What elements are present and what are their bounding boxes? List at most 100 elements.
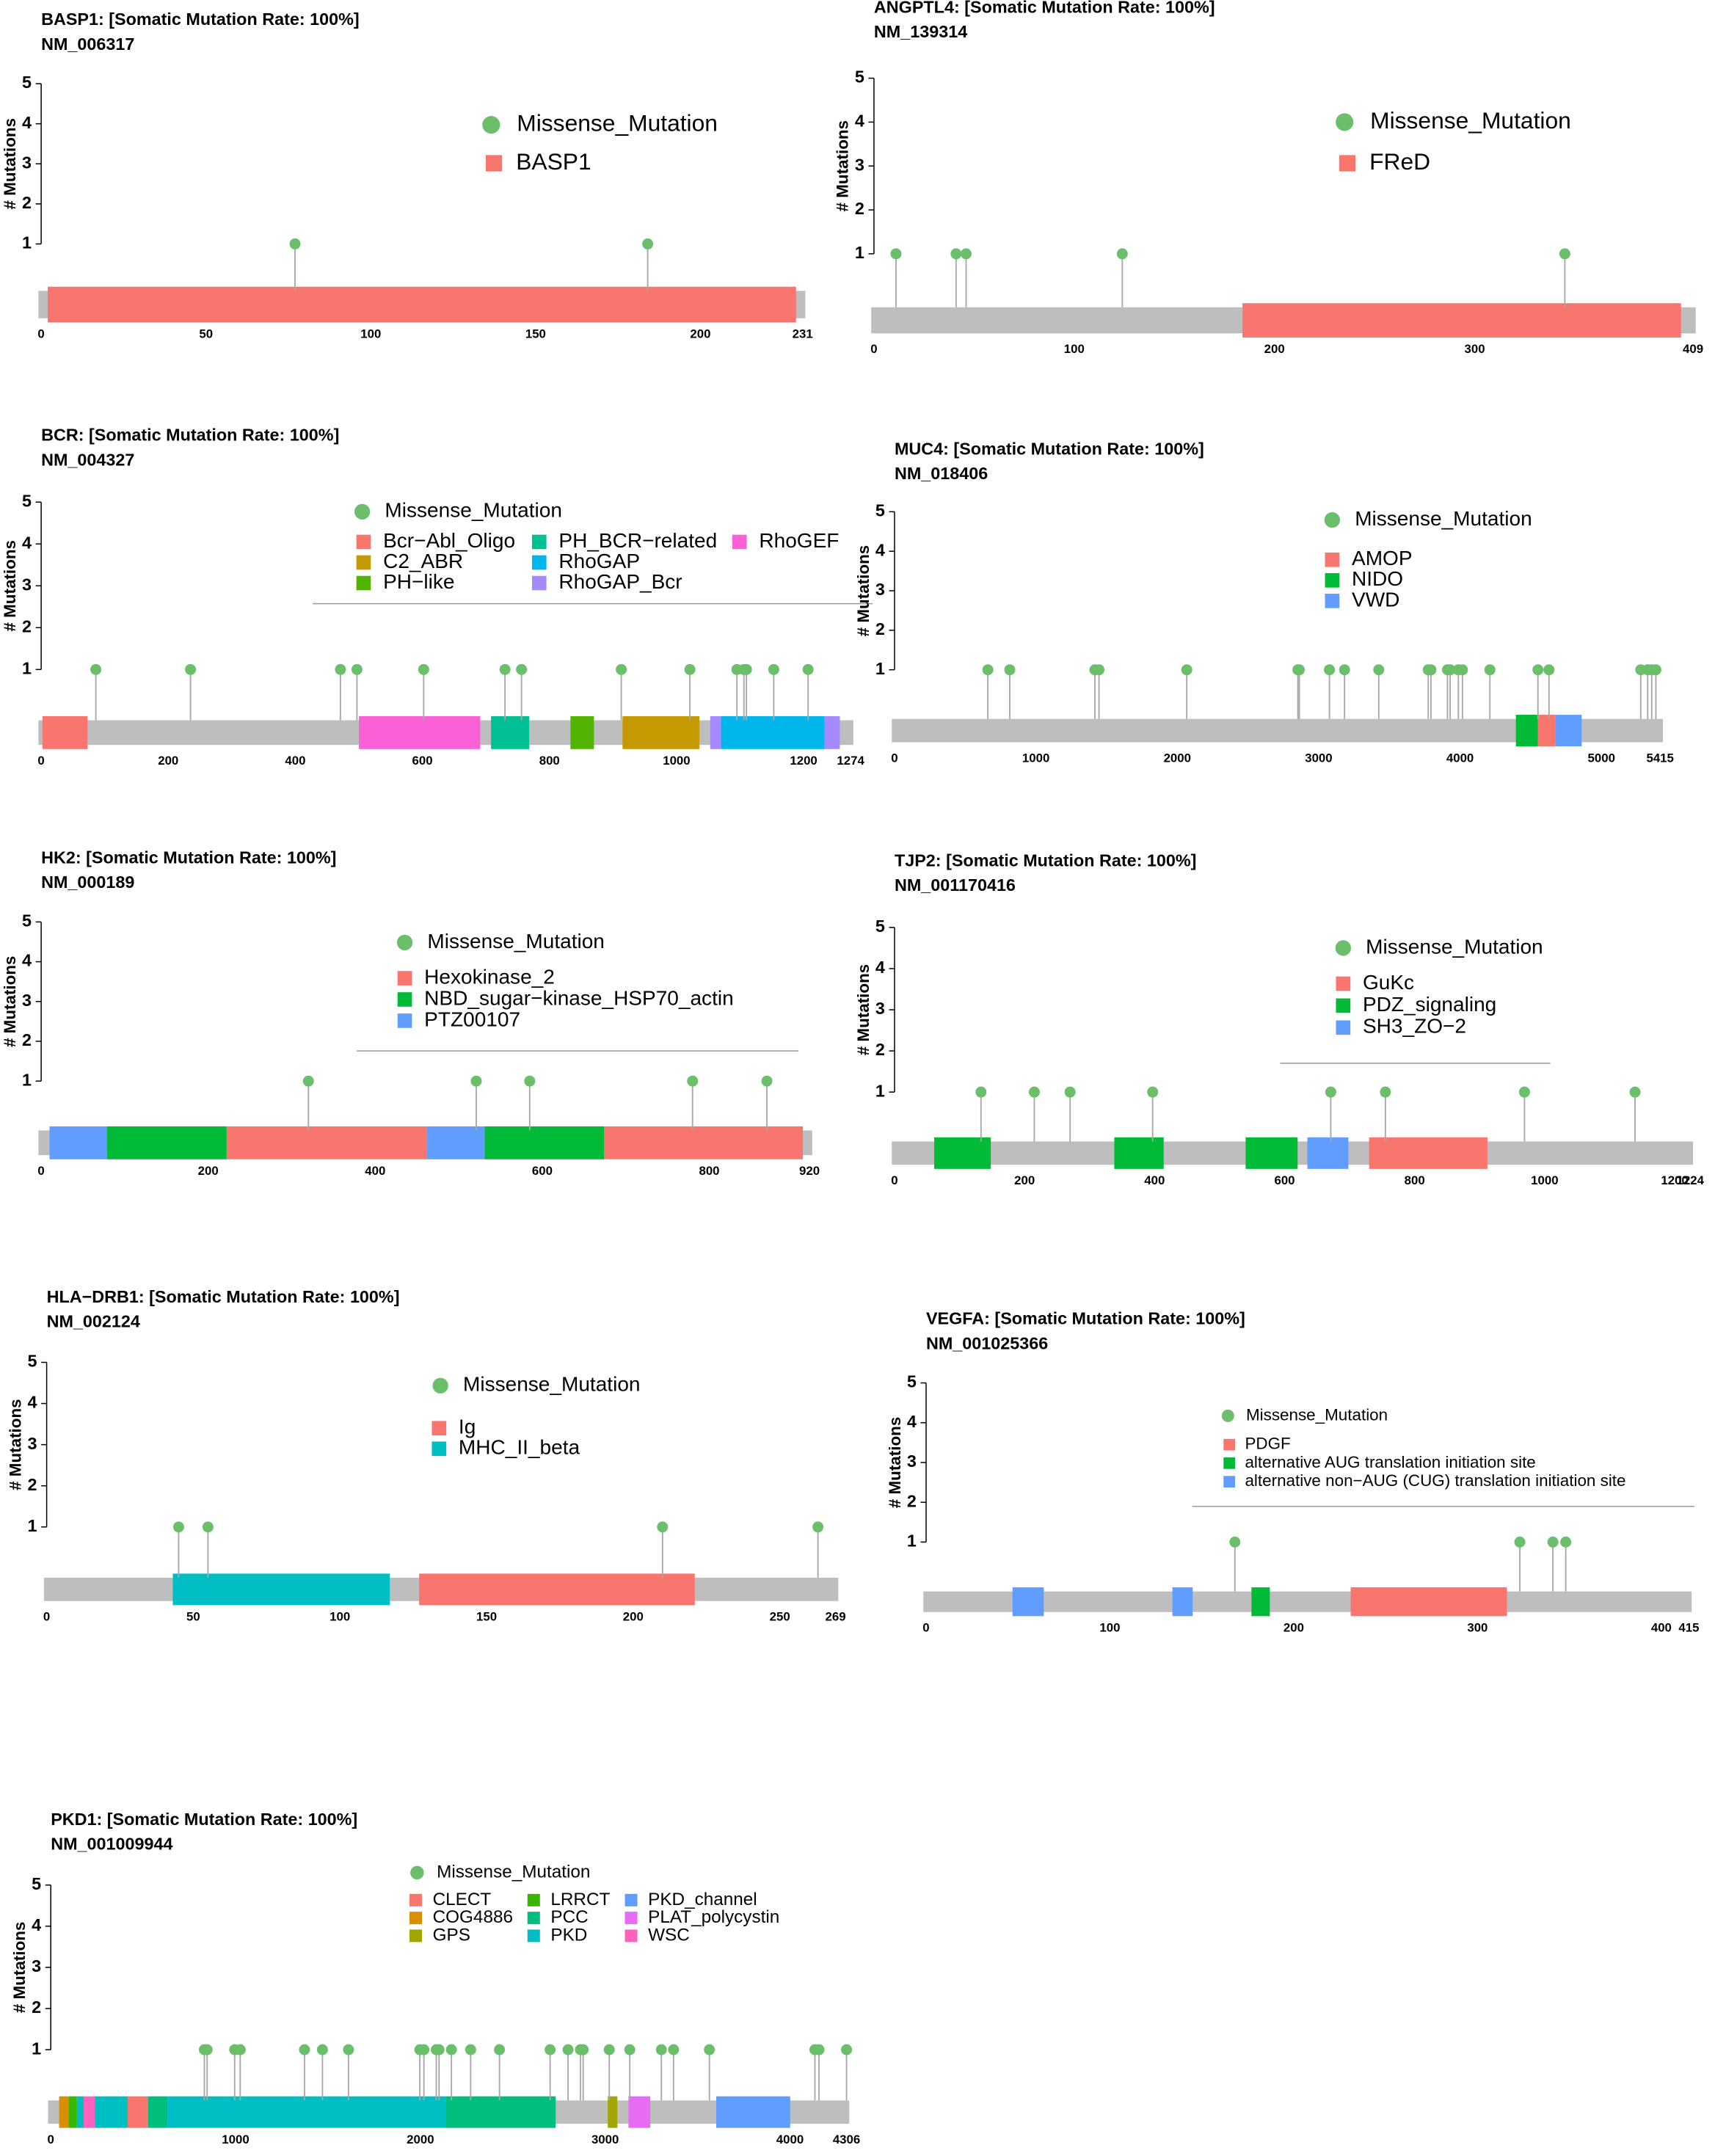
domain [628,2096,651,2128]
panel: BCR: [Somatic Mutation Rate: 100%] NM_004… [1,426,873,768]
legend-swatch [397,992,412,1007]
x-tick-label: 415 [1678,1621,1699,1635]
x-tick-label: 231 [793,327,813,341]
y-tick-label: 3 [875,999,885,1018]
panel-title: HK2: [Somatic Mutation Rate: 100%] [41,848,336,867]
y-axis-label: # Mutations [886,1417,904,1509]
panel-title: MUC4: [Somatic Mutation Rate: 100%] [895,439,1204,458]
legend-swatch [409,1912,423,1925]
panel-subtitle: NM_001025366 [926,1333,1048,1352]
y-tick-label: 1 [875,1081,885,1100]
x-tick-label: 50 [186,1610,200,1624]
legend-label: Missense_Mutation [1355,507,1532,530]
domain [604,1126,803,1159]
domain [1012,1587,1044,1617]
panel-title: BCR: [Somatic Mutation Rate: 100%] [41,426,339,445]
x-tick-label: 3000 [1305,751,1332,765]
legend-swatch [1325,552,1340,567]
y-tick-label: 3 [875,580,885,599]
lollipop-head [657,1521,669,1533]
x-tick-label: 2000 [407,2133,434,2146]
x-tick-label: 0 [891,751,897,765]
x-tick-label: 50 [199,327,213,341]
y-tick-label: 5 [28,1352,37,1371]
x-tick-label: 2000 [1164,751,1191,765]
y-tick-label: 1 [22,233,32,252]
lollipop-head [1064,1086,1076,1098]
domain [426,1126,485,1159]
legend-swatch [485,155,503,172]
lollipop-head [1325,1086,1336,1098]
y-tick-label: 4 [907,1412,917,1431]
legend-label: PDZ_signaling [1363,993,1496,1016]
legend-swatch [1336,976,1351,991]
domain [226,1126,427,1159]
x-tick-label: 600 [532,1164,553,1178]
lollipop-head [578,2044,589,2055]
lollipop-head [813,2044,825,2055]
domain [716,2096,790,2128]
x-tick-label: 800 [699,1164,719,1178]
panel: HLA−DRB1: [Somatic Mutation Rate: 100%] N… [6,1287,845,1624]
lollipop-head [445,2044,457,2055]
y-tick-label: 2 [875,619,885,638]
panel-subtitle: NM_004327 [41,450,134,469]
x-tick-label: 1000 [222,2133,249,2146]
x-tick-label: 200 [690,327,710,341]
y-tick-label: 2 [855,199,864,218]
y-axis-label: # Mutations [6,1399,24,1490]
legend-swatch [1223,1476,1236,1487]
legend-label: RhoGAP [558,550,640,572]
legend-swatch [1223,1438,1236,1451]
y-axis-label: # Mutations [1,540,19,632]
y-axis-label: # Mutations [854,545,873,637]
lollipop-head [335,663,346,675]
lollipop-head [1294,664,1306,676]
legend-swatch [432,1421,447,1436]
legend-swatch [732,534,747,550]
panel-title: PKD1: [Somatic Mutation Rate: 100%] [51,1810,357,1829]
x-tick-label: 269 [826,1610,846,1624]
x-tick-label: 400 [365,1164,385,1178]
legend-dot [1221,1409,1234,1422]
legend-swatch [356,575,371,591]
legend-dot [1335,940,1351,956]
y-tick-label: 5 [22,911,32,930]
lollipop-head [668,2044,680,2055]
x-tick-label: 250 [770,1610,790,1624]
y-tick-label: 3 [28,1434,37,1453]
x-tick-label: 0 [922,1621,929,1635]
domain [107,1126,227,1159]
panel: ANGPTL4: [Somatic Mutation Rate: 100%] NM… [834,0,1703,356]
x-tick-label: 0 [43,1610,50,1624]
legend-label: Missense_Mutation [517,110,718,136]
domain [84,2096,95,2128]
x-tick-label: 200 [1283,1621,1304,1635]
x-tick-label: 150 [476,1610,497,1624]
legend-swatch [531,555,547,570]
panel: MUC4: [Somatic Mutation Rate: 100%] NM_01… [854,439,1674,765]
domain [127,2096,148,2128]
legend-label: LRRCT [550,1890,610,1909]
panel-subtitle: NM_018406 [895,464,988,483]
domain [721,715,825,749]
x-tick-label: 300 [1465,342,1485,356]
domain [824,715,840,749]
domain [608,2096,618,2128]
lollipop-head [975,1086,987,1098]
x-tick-label: 4000 [1446,751,1474,765]
lollipop-head [562,2044,574,2055]
x-tick-label: 5000 [1588,751,1615,765]
lollipop-head [1116,248,1128,260]
x-tick-label: 1000 [663,754,690,768]
lollipop-head [1093,664,1105,676]
lollipop-head [185,663,197,675]
y-tick-label: 2 [875,1040,885,1059]
x-tick-label: 0 [37,1164,44,1178]
lollipop-head [950,248,962,260]
legend-label: VWD [1352,588,1399,611]
domain [59,2096,69,2128]
legend-label: RhoGAP_Bcr [558,570,682,593]
y-tick-label: 4 [855,112,864,131]
